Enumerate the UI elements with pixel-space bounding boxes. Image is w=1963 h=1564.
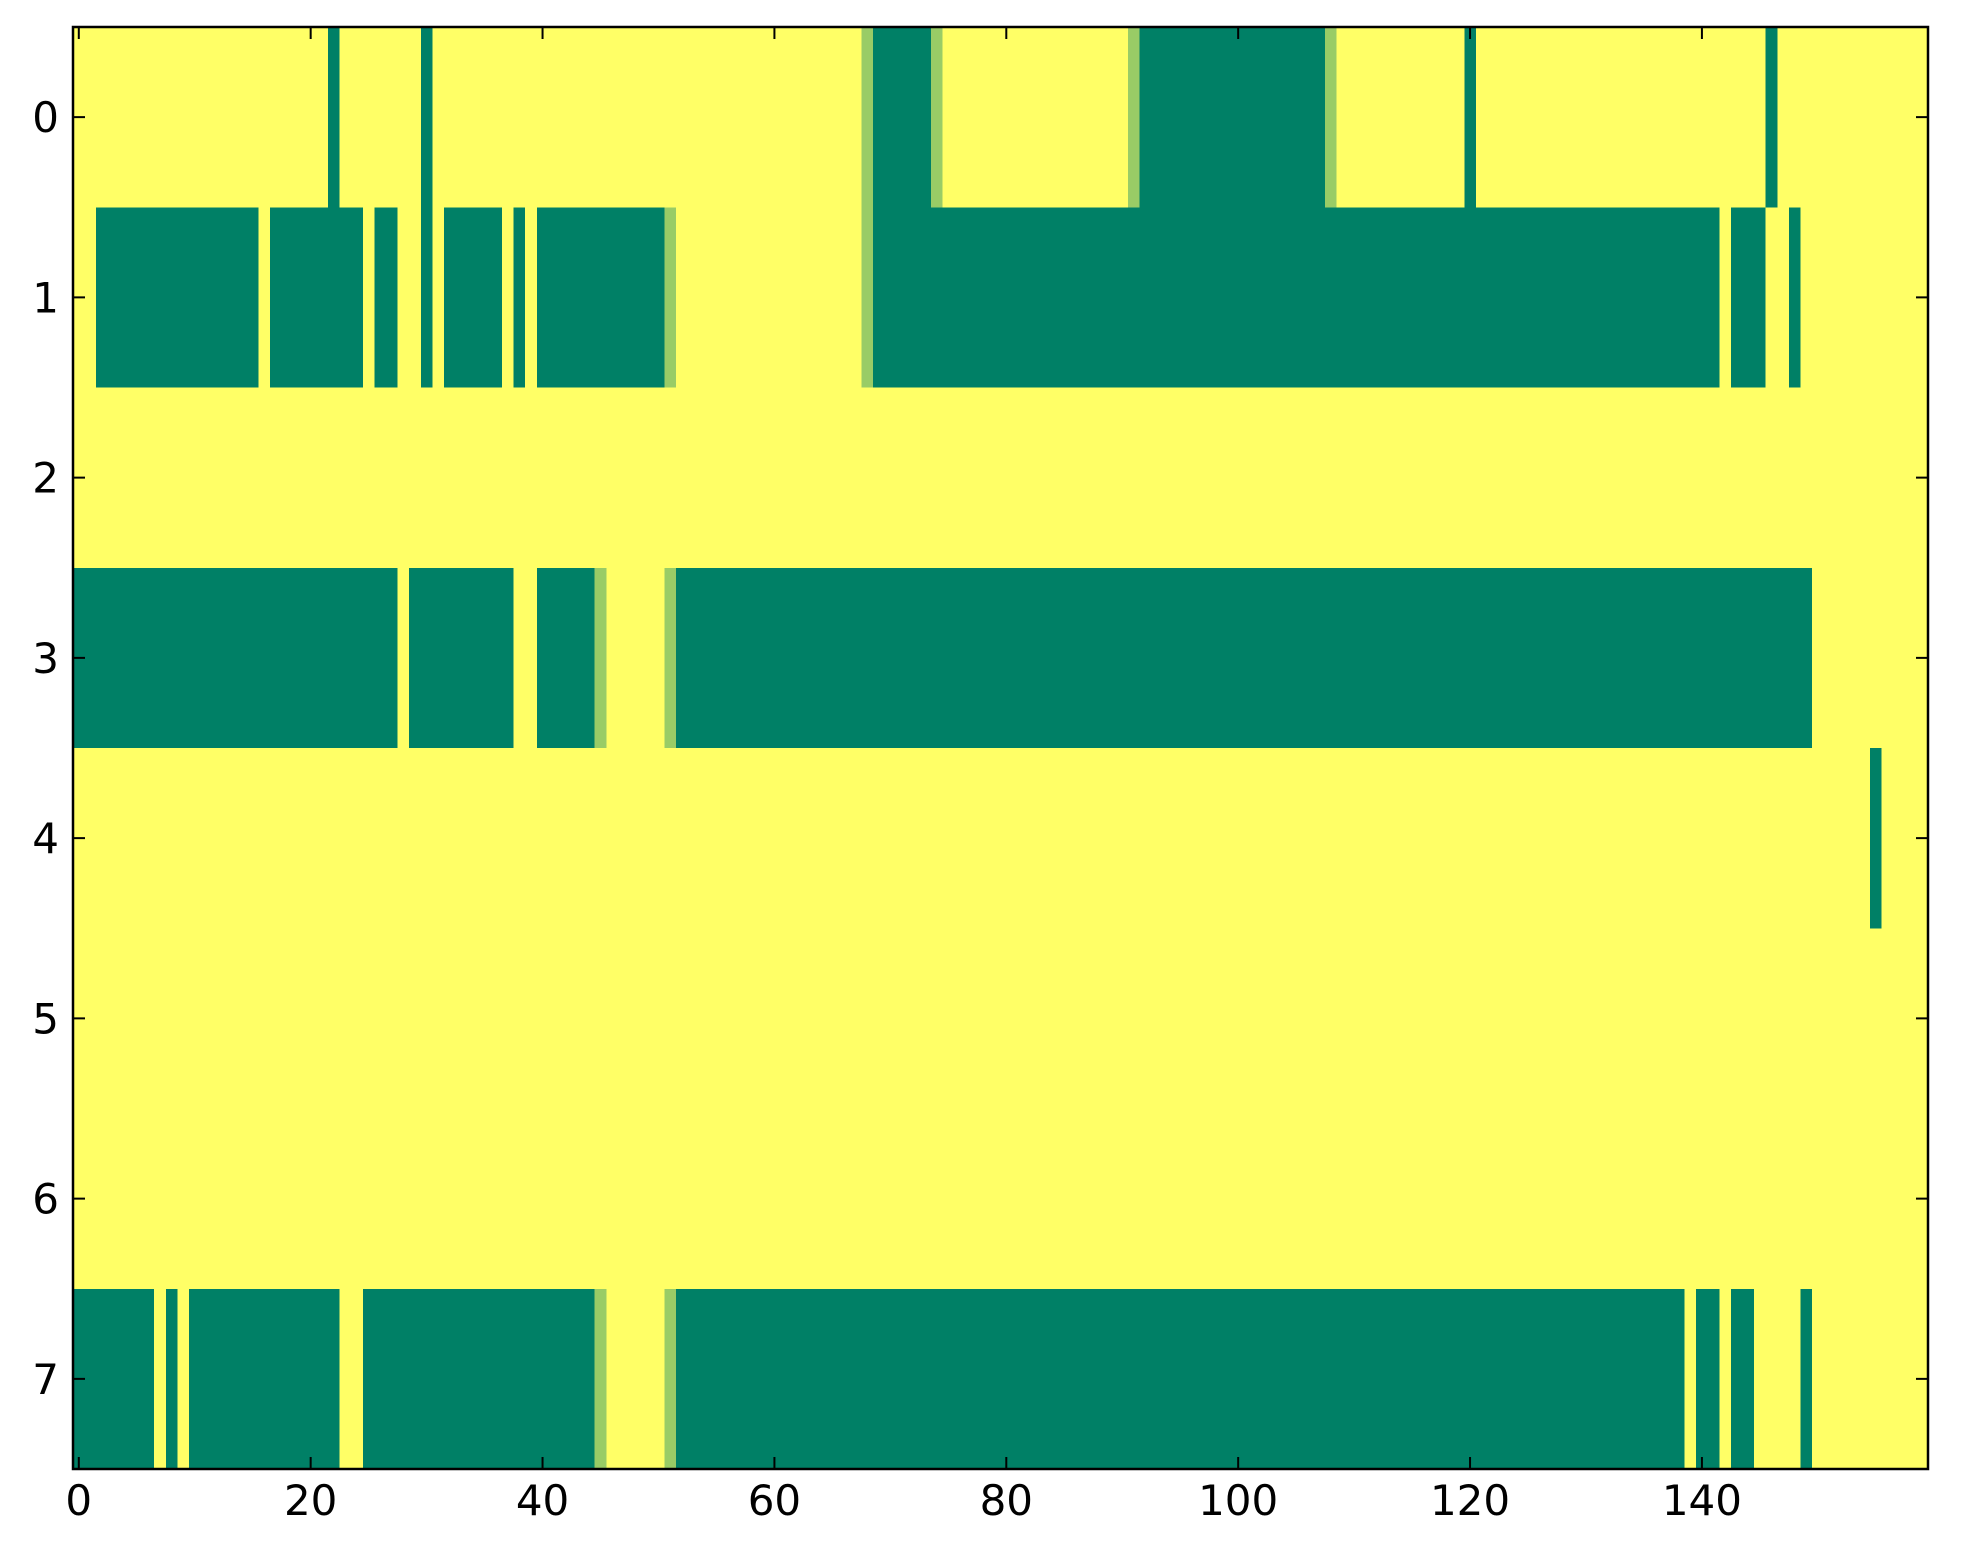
- heatmap-cell: [1128, 27, 1140, 208]
- heatmap-cell: [73, 1288, 155, 1469]
- heatmap-cell: [513, 207, 526, 388]
- axis-ticks: 0 20 40 60 80 100 120 140 0 1 2 3 4 5 6 7: [32, 27, 1928, 1525]
- y-tick-label: 5: [32, 994, 59, 1043]
- heatmap-cell: [594, 567, 607, 748]
- heatmap-cell: [1325, 27, 1337, 208]
- heatmap-cell: [328, 27, 340, 208]
- heatmap-cell: [374, 207, 398, 388]
- heatmap-cell: [409, 567, 514, 748]
- heatmap-cell: [1139, 27, 1326, 208]
- heatmap-cell: [1730, 1288, 1755, 1469]
- heatmap-cell: [1800, 1288, 1813, 1469]
- y-tick-label: 1: [32, 273, 59, 322]
- heatmap-cell: [362, 1288, 595, 1469]
- heatmap-cell: [270, 207, 363, 388]
- heatmap-cell: [930, 27, 943, 208]
- heatmap-cell: [188, 1288, 340, 1469]
- heatmap-cell: [73, 567, 398, 748]
- heatmap-cell: [664, 567, 676, 748]
- y-tick-label: 7: [32, 1355, 59, 1404]
- heatmap-cell: [420, 207, 433, 388]
- y-tick-label: 3: [32, 634, 59, 683]
- heatmap-cell: [420, 27, 433, 208]
- heatmap-cell: [594, 1288, 607, 1469]
- plot-frame: [71, 25, 1930, 1471]
- x-tick-label: 0: [65, 1476, 92, 1525]
- y-tick-label: 4: [32, 814, 59, 863]
- x-tick-label: 40: [516, 1476, 569, 1525]
- x-tick-label: 140: [1662, 1476, 1742, 1525]
- heatmap-cell: [165, 1288, 178, 1469]
- heatmap-cell: [1730, 207, 1766, 388]
- heatmap-cell: [1696, 1288, 1720, 1469]
- y-tick-label: 6: [32, 1175, 59, 1224]
- heatmap-cell: [1765, 27, 1778, 208]
- heatmap-cells: [73, 27, 1882, 1469]
- heatmap-cell: [1788, 207, 1801, 388]
- heatmap-cell: [444, 207, 502, 388]
- heatmap-cell: [1464, 27, 1476, 208]
- heatmap-cell: [861, 27, 873, 208]
- heatmap-cell: [872, 207, 1720, 388]
- heatmap-cell: [536, 567, 595, 748]
- x-tick-label: 20: [284, 1476, 337, 1525]
- heatmap-cell: [664, 1288, 676, 1469]
- y-tick-label: 2: [32, 454, 59, 503]
- heatmap-cell: [861, 207, 873, 388]
- heatmap-cell: [872, 27, 931, 208]
- x-tick-label: 60: [748, 1476, 801, 1525]
- heatmap-cell: [536, 207, 665, 388]
- heatmap-cell: [96, 207, 259, 388]
- y-tick-label: 0: [32, 93, 59, 142]
- heatmap-cell: [1870, 748, 1882, 929]
- heatmap-cell: [675, 567, 1813, 748]
- x-tick-label: 120: [1430, 1476, 1510, 1525]
- heatmap-cell: [675, 1288, 1685, 1469]
- x-tick-label: 100: [1198, 1476, 1278, 1525]
- x-tick-label: 80: [980, 1476, 1033, 1525]
- heatmap-cell: [664, 207, 676, 388]
